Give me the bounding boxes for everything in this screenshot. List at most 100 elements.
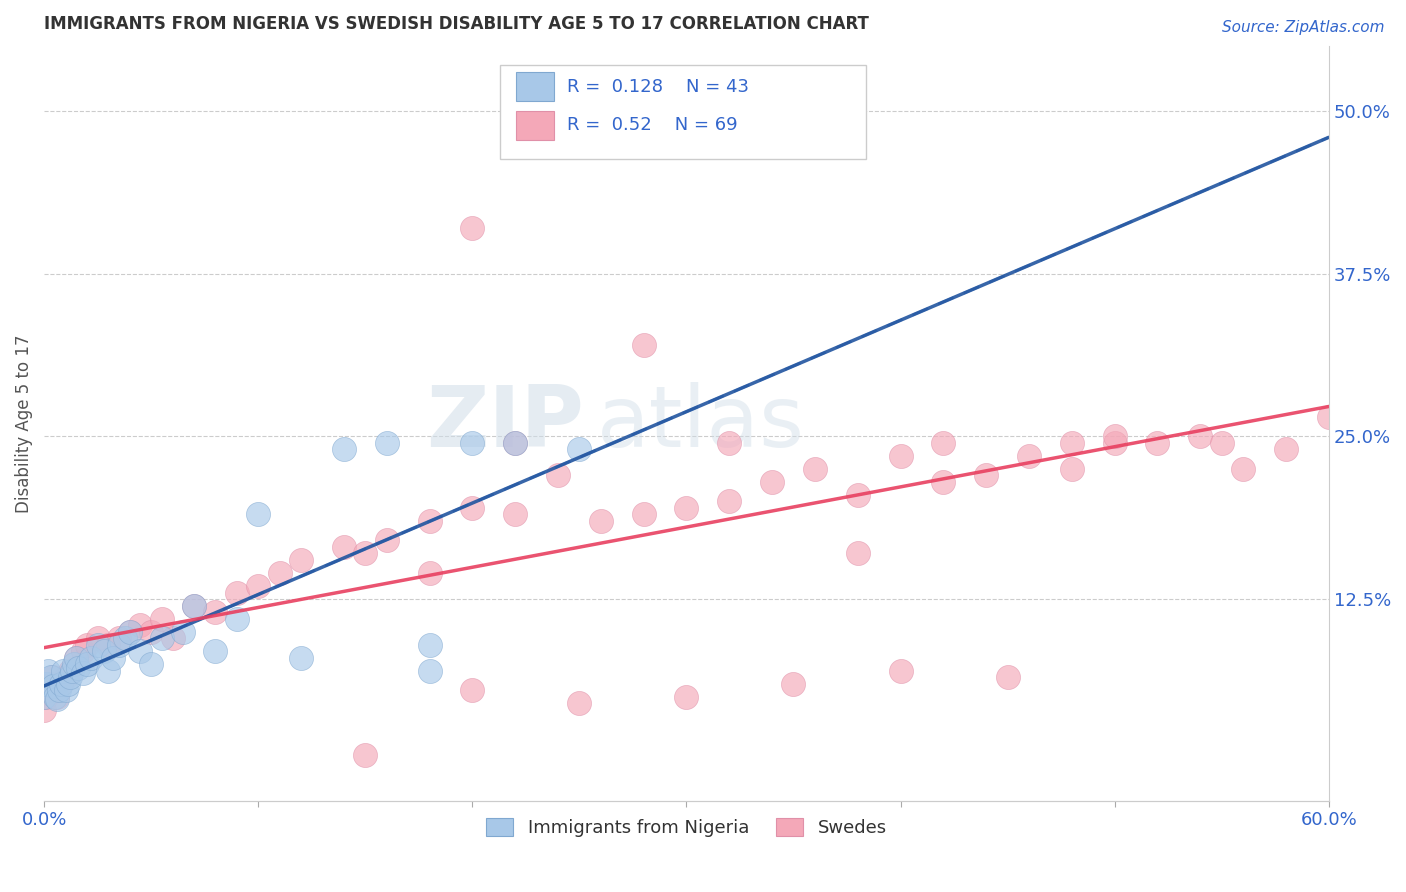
Point: [93, 644, 115, 658]
Point: [80, 650, 103, 665]
Point: [52, 664, 75, 678]
Point: [67, 661, 90, 675]
Point: [172, 624, 194, 639]
Point: [35, 676, 58, 690]
Point: [461, 500, 484, 515]
Point: [39, 676, 62, 690]
Point: [44, 690, 66, 704]
Point: [46, 690, 69, 704]
Point: [418, 514, 440, 528]
Point: [418, 664, 440, 678]
Point: [290, 650, 312, 665]
Point: [503, 435, 526, 450]
Text: IMMIGRANTS FROM NIGERIA VS SWEDISH DISABILITY AGE 5 TO 17 CORRELATION CHART: IMMIGRANTS FROM NIGERIA VS SWEDISH DISAB…: [44, 15, 869, 33]
Point: [804, 462, 827, 476]
Point: [547, 468, 569, 483]
Point: [118, 624, 141, 639]
Point: [568, 696, 591, 710]
Point: [461, 221, 484, 235]
Legend: Immigrants from Nigeria, Swedes: Immigrants from Nigeria, Swedes: [477, 809, 896, 847]
Point: [247, 579, 270, 593]
Point: [503, 435, 526, 450]
Point: [41, 679, 63, 693]
Point: [72, 644, 94, 658]
Point: [290, 553, 312, 567]
Point: [1317, 409, 1340, 424]
Point: [60, 664, 83, 678]
Point: [114, 631, 136, 645]
Point: [761, 475, 783, 489]
FancyBboxPatch shape: [516, 72, 554, 101]
Point: [375, 435, 398, 450]
Point: [150, 611, 173, 625]
Point: [204, 644, 226, 658]
Point: [97, 664, 120, 678]
Point: [333, 442, 356, 457]
Point: [32, 703, 55, 717]
Point: [39, 670, 62, 684]
Point: [204, 605, 226, 619]
Text: R =  0.128    N = 43: R = 0.128 N = 43: [567, 78, 749, 96]
Point: [56, 676, 79, 690]
Point: [86, 638, 108, 652]
Point: [225, 585, 247, 599]
Point: [718, 494, 741, 508]
Point: [1189, 429, 1212, 443]
Point: [675, 500, 697, 515]
Point: [76, 638, 98, 652]
Point: [65, 650, 87, 665]
Point: [101, 650, 124, 665]
Text: Source: ZipAtlas.com: Source: ZipAtlas.com: [1222, 20, 1385, 35]
Point: [59, 664, 82, 678]
Point: [1211, 435, 1233, 450]
Point: [51, 676, 73, 690]
Text: atlas: atlas: [596, 382, 804, 465]
Point: [333, 540, 356, 554]
Point: [589, 514, 612, 528]
Point: [225, 611, 247, 625]
Point: [150, 631, 173, 645]
Point: [932, 435, 955, 450]
Point: [1104, 435, 1126, 450]
Point: [32, 690, 55, 704]
Point: [633, 338, 655, 352]
Point: [76, 657, 98, 672]
Point: [997, 670, 1019, 684]
Point: [65, 650, 87, 665]
Point: [1275, 442, 1298, 457]
Point: [568, 442, 591, 457]
Point: [932, 475, 955, 489]
Point: [247, 508, 270, 522]
Point: [51, 676, 73, 690]
Point: [418, 638, 440, 652]
Point: [1060, 435, 1083, 450]
Point: [846, 547, 869, 561]
Point: [183, 599, 205, 613]
FancyBboxPatch shape: [501, 64, 866, 159]
Point: [183, 599, 205, 613]
Y-axis label: Disability Age 5 to 17: Disability Age 5 to 17: [15, 334, 32, 513]
Point: [41, 670, 63, 684]
Point: [129, 644, 152, 658]
Point: [718, 435, 741, 450]
Point: [354, 547, 377, 561]
Point: [890, 664, 912, 678]
Point: [72, 666, 94, 681]
Point: [890, 449, 912, 463]
FancyBboxPatch shape: [516, 112, 554, 140]
Point: [162, 631, 184, 645]
Point: [354, 748, 377, 763]
Point: [782, 676, 804, 690]
Point: [108, 638, 131, 652]
Point: [1018, 449, 1040, 463]
Point: [846, 488, 869, 502]
Point: [86, 631, 108, 645]
Point: [1104, 429, 1126, 443]
Point: [418, 566, 440, 580]
Point: [63, 657, 86, 672]
Point: [118, 624, 141, 639]
Point: [1060, 462, 1083, 476]
Point: [55, 683, 77, 698]
Point: [141, 624, 163, 639]
Point: [59, 670, 82, 684]
